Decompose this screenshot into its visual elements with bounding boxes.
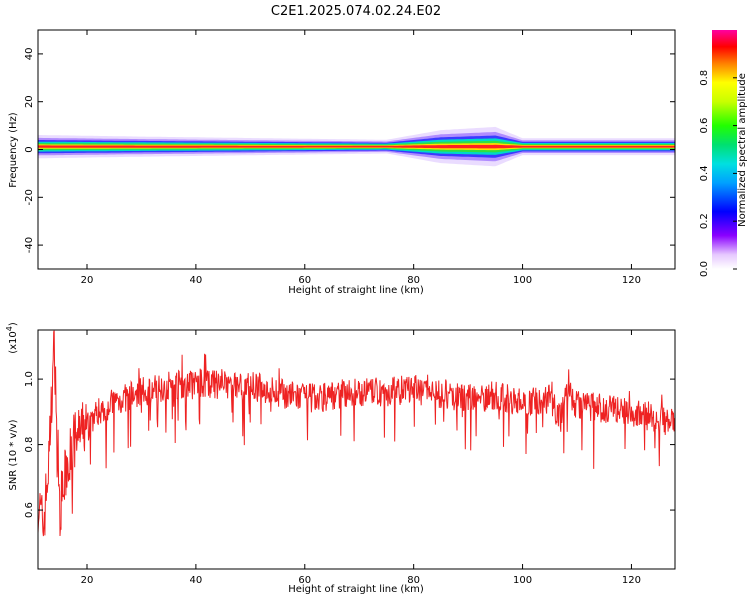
spectrogram-panel: 20 40 60 80 100 120 -40 -20 0 20 40 Height of str… [8, 29, 676, 296]
x-tick-label: 80 [407, 575, 420, 586]
x-tick-label: 20 [81, 575, 94, 586]
x-tick-label: 40 [190, 575, 203, 586]
colorbar-label: Normalized spectral amplitude [737, 73, 748, 227]
snr-y-label: SNR (10 * v/v) [8, 419, 19, 490]
snr-x-label: Height of straight line (km) [288, 584, 424, 595]
y-tick-label: 20 [24, 95, 35, 108]
colorbar: 0.0 0.2 0.4 0.6 0.8 Normalized spectral ampl… [699, 30, 748, 277]
snr-panel: 20 40 60 80 100 120 0.6 0.8 1.0 Height of strai… [5, 322, 676, 595]
x-tick-label: 120 [622, 575, 641, 586]
x-tick-label: 80 [407, 275, 420, 286]
y-tick-label: -40 [24, 237, 35, 253]
x-tick-label: 100 [513, 575, 532, 586]
y-tick-label: 40 [24, 48, 35, 61]
spectrogram-y-label: Frequency (Hz) [8, 112, 19, 188]
snr-multiplier: (x104) [5, 322, 19, 354]
spectrogram-heatmap [38, 126, 675, 167]
snr-line-series [37, 330, 675, 537]
colorbar-gradient [712, 30, 737, 269]
colorbar-tick-label: 0.6 [699, 118, 710, 134]
x-tick-label: 40 [190, 275, 203, 286]
colorbar-ticks: 0.0 0.2 0.4 0.6 0.8 [699, 70, 737, 277]
colorbar-tick-label: 0.4 [699, 165, 710, 181]
snr-line [37, 330, 675, 537]
snr-frame [37, 329, 676, 570]
colorbar-tick-label: 0.0 [699, 261, 710, 277]
y-tick-label: 0 [24, 146, 35, 152]
spectrogram-x-label: Height of straight line (km) [288, 285, 424, 296]
spectrogram-x-ticks: 20 40 60 80 100 120 [81, 30, 641, 286]
y-tick-label: -20 [24, 189, 35, 205]
x-tick-label: 20 [81, 275, 94, 286]
x-tick-label: 60 [298, 575, 311, 586]
x-tick-label: 100 [513, 275, 532, 286]
x-tick-label: 60 [298, 275, 311, 286]
x-tick-label: 120 [622, 275, 641, 286]
colorbar-tick-label: 0.8 [699, 70, 710, 86]
colorbar-tick-label: 0.2 [699, 213, 710, 229]
y-tick-label: 1.0 [24, 371, 35, 387]
snr-y-ticks: 0.6 0.8 1.0 [24, 371, 675, 518]
band-core [38, 144, 675, 149]
spectrogram-y-ticks: -40 -20 0 20 40 [24, 48, 675, 253]
y-tick-label: 0.6 [24, 502, 35, 518]
y-tick-label: 0.8 [24, 437, 35, 453]
snr-x-ticks: 20 40 60 80 100 120 [81, 330, 641, 586]
figure-title: C2E1.2025.074.02.24.E02 [271, 4, 441, 19]
